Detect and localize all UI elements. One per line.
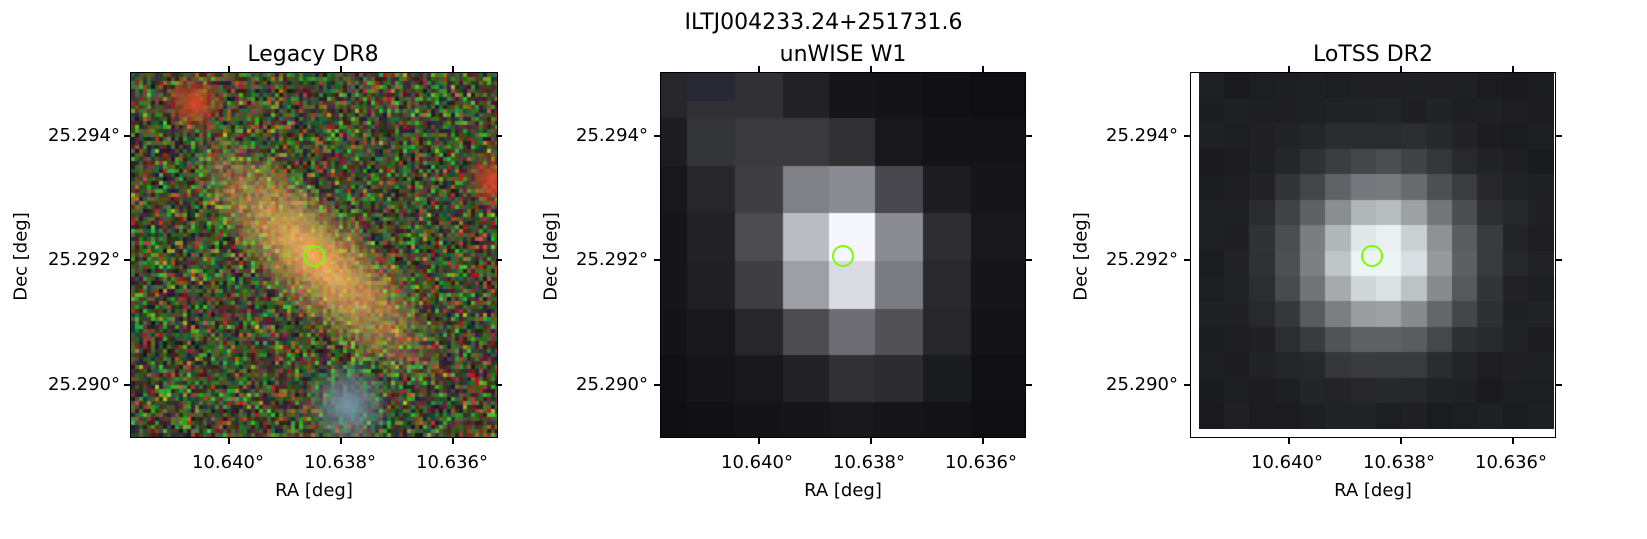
- y-tick-mark: [654, 135, 660, 137]
- y-tick-mark: [124, 259, 130, 261]
- y-tick-mark: [1556, 259, 1562, 261]
- xtick-3-0: 10.640°: [1251, 452, 1323, 473]
- y-tick-mark: [1184, 259, 1190, 261]
- xtick-1-0: 10.640°: [192, 452, 264, 473]
- x-tick-mark: [1400, 66, 1402, 72]
- xtick-3-1: 10.638°: [1363, 452, 1435, 473]
- panel-lotss-title: LoTSS DR2: [1313, 42, 1433, 67]
- ytick-2-0: 25.294°: [576, 125, 648, 146]
- y-tick-mark: [124, 384, 130, 386]
- xtick-2-1: 10.638°: [833, 452, 905, 473]
- source-marker: [303, 245, 325, 267]
- panel-lotss-image: [1190, 72, 1556, 438]
- x-tick-mark: [1512, 66, 1514, 72]
- ytick-1-0: 25.294°: [48, 125, 120, 146]
- x-tick-mark: [228, 438, 230, 444]
- x-tick-mark: [1512, 438, 1514, 444]
- xtick-2-0: 10.640°: [721, 452, 793, 473]
- ytick-1-2: 25.290°: [48, 374, 120, 395]
- ytick-2-2: 25.290°: [576, 374, 648, 395]
- x-tick-mark: [452, 66, 454, 72]
- y-tick-mark: [1026, 135, 1032, 137]
- y-tick-mark: [496, 135, 502, 137]
- xlabel-3: RA [deg]: [1334, 480, 1412, 501]
- ytick-3-1: 25.292°: [1106, 249, 1178, 270]
- panel-unwise-image: [660, 72, 1026, 438]
- x-tick-mark: [228, 66, 230, 72]
- x-tick-mark: [340, 438, 342, 444]
- y-tick-mark: [1184, 135, 1190, 137]
- y-tick-mark: [1184, 384, 1190, 386]
- y-tick-mark: [124, 135, 130, 137]
- y-tick-mark: [654, 259, 660, 261]
- y-tick-mark: [654, 384, 660, 386]
- ytick-3-0: 25.294°: [1106, 125, 1178, 146]
- x-tick-mark: [1288, 66, 1290, 72]
- ytick-1-1: 25.292°: [48, 249, 120, 270]
- x-tick-mark: [870, 66, 872, 72]
- x-tick-mark: [758, 438, 760, 444]
- panel-legacy-image: [130, 72, 498, 438]
- source-marker: [1361, 245, 1383, 267]
- y-tick-mark: [1556, 384, 1562, 386]
- y-tick-mark: [496, 259, 502, 261]
- xtick-3-2: 10.636°: [1475, 452, 1547, 473]
- xtick-2-2: 10.636°: [945, 452, 1017, 473]
- x-tick-mark: [340, 66, 342, 72]
- xlabel-2: RA [deg]: [804, 480, 882, 501]
- ytick-2-1: 25.292°: [576, 249, 648, 270]
- xtick-1-1: 10.638°: [304, 452, 376, 473]
- x-tick-mark: [982, 66, 984, 72]
- y-tick-mark: [496, 384, 502, 386]
- y-tick-mark: [1026, 384, 1032, 386]
- y-tick-mark: [1556, 135, 1562, 137]
- x-tick-mark: [1288, 438, 1290, 444]
- panel-unwise-title: unWISE W1: [779, 42, 907, 67]
- source-marker: [832, 245, 854, 267]
- panel-legacy-title: Legacy DR8: [247, 42, 379, 67]
- x-tick-mark: [452, 438, 454, 444]
- xlabel-1: RA [deg]: [275, 480, 353, 501]
- x-tick-mark: [982, 438, 984, 444]
- ytick-3-2: 25.290°: [1106, 374, 1178, 395]
- x-tick-mark: [870, 438, 872, 444]
- x-tick-mark: [1400, 438, 1402, 444]
- figure-title: ILTJ004233.24+251731.6: [684, 10, 963, 35]
- x-tick-mark: [758, 66, 760, 72]
- xtick-1-2: 10.636°: [416, 452, 488, 473]
- y-tick-mark: [1026, 259, 1032, 261]
